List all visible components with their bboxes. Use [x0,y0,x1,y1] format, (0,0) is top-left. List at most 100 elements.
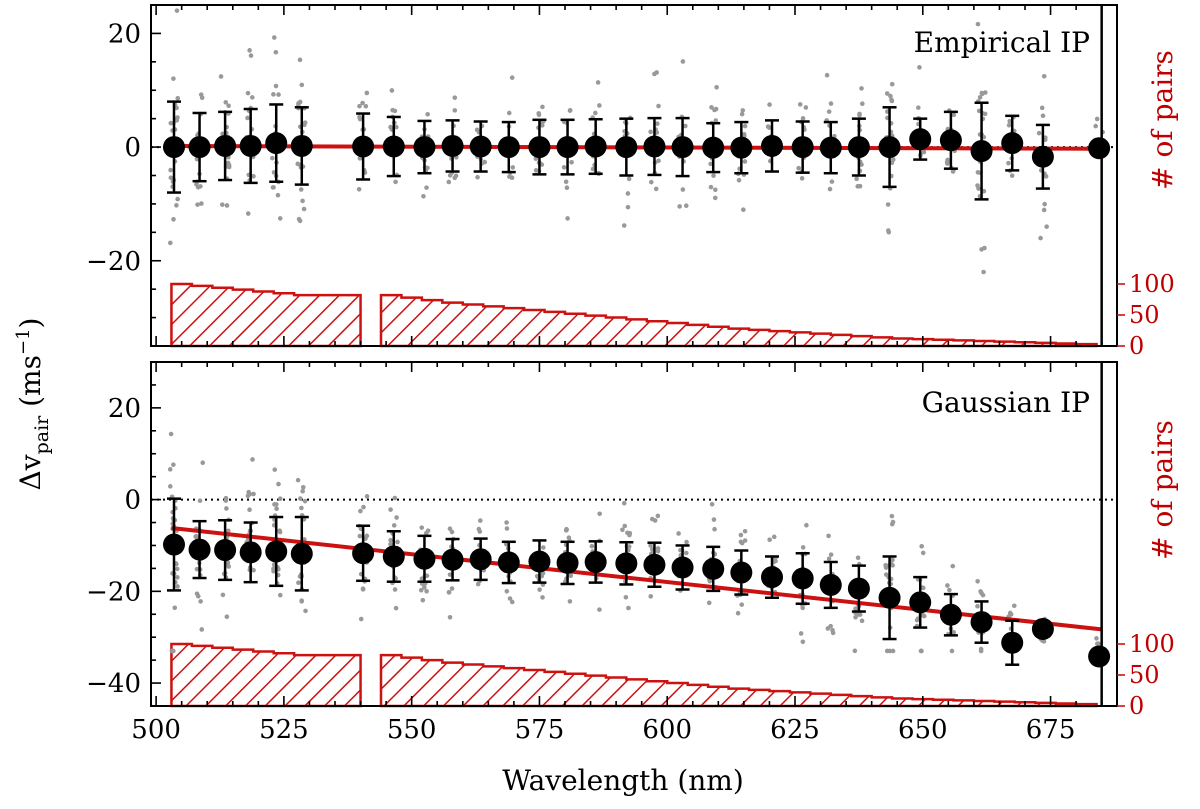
scatter-point [420,597,426,603]
scatter-point [358,616,364,622]
scatter-point [446,590,452,595]
scatter-point [452,175,458,181]
scatter-point [977,95,983,100]
scatter-point [536,111,542,116]
scatter-point [1044,224,1049,229]
plot-frame [150,361,1118,707]
binned-point [528,550,551,573]
scatter-point [826,556,832,562]
scatter-point [174,8,180,13]
scatter-point [978,589,983,594]
scatter-point [424,185,429,190]
scatter-point [620,527,625,533]
binned-point [441,548,464,571]
binned-point [643,553,666,576]
y-axis-title: Δvpair (ms−1) [13,318,53,491]
scatter-point [271,92,276,97]
scatter-point [566,535,572,540]
scatter-point [167,484,173,489]
scatter-point [274,506,279,512]
scatter-point [219,202,225,207]
binned-point [702,136,725,159]
x-tick-label: 550 [387,715,437,745]
scatter-point [1040,113,1046,119]
scatter-point [565,216,570,221]
scatter-point [947,587,952,593]
binned-point [497,136,520,159]
scatter-point [856,612,861,617]
scatter-point [449,529,455,535]
x-axis-title: Wavelength (nm) [502,764,744,797]
scatter-point [921,613,927,619]
scatter-point [739,602,745,607]
scatter-point [736,177,742,183]
binned-point [239,541,262,564]
panel-empirical: 20 0 −20 0 50 100 Empirical IP [86,4,1175,360]
scatter-point [360,586,366,591]
scatter-point [567,107,573,113]
scatter-point [300,198,305,204]
panel-gaussian: 500 525 550 575 600 625 650 675200−20−40050100 … [86,361,1175,745]
scatter-point [767,537,772,543]
scatter-point [167,467,173,472]
scatter-point [356,186,362,192]
scatter-point [854,176,859,182]
scatter-point [421,193,426,199]
histogram-segment [379,653,1098,708]
scatter-point [590,166,596,172]
scatter-point [945,161,950,166]
scatter-point [625,530,630,536]
binned-point [290,542,313,565]
scatter-point [295,161,301,167]
scatter-point [299,599,304,604]
scatter-point [626,605,631,611]
scatter-point [298,496,303,501]
scatter-point [656,103,661,109]
scatter-point [418,587,424,593]
scatter-point [888,93,893,99]
scatter-point [676,531,681,536]
scatter-point [859,618,865,624]
scatter-point [198,599,203,604]
scatter-point [975,578,980,584]
scatter-point [883,572,889,577]
scatter-point [295,477,301,483]
scatter-point [475,174,480,180]
scatter-point [1096,641,1101,646]
scatter-point [1043,174,1049,179]
scatter-point [567,599,573,604]
scatter-point [388,537,393,543]
scatter-point [978,646,984,652]
scatter-point [175,584,180,589]
scatter-point [827,186,833,192]
scatter-point [393,124,399,130]
scatter-point [1009,173,1015,178]
binned-point [643,135,666,158]
scatter-point [364,90,370,96]
binned-point [265,540,288,563]
binned-point [819,573,842,596]
scatter-point [796,165,801,171]
scatter-point [388,541,393,547]
binned-point [909,591,932,614]
scatter-point [223,100,229,105]
binned-point [939,129,962,152]
scatter-point [683,123,688,129]
scatter-point [976,186,981,191]
scatter-point [979,90,985,96]
scatter-point [273,49,279,55]
panel-title-gaussian: Gaussian IP [922,386,1090,419]
scatter-point [175,196,180,202]
scatter-point [648,543,653,548]
scatter-point [975,21,981,27]
x-tick-label: 650 [898,715,948,745]
y-tick-label: 20 [108,19,141,49]
y-tick-label: −40 [86,669,141,699]
scatter-point [195,184,201,190]
binned-point [1031,617,1054,640]
scatter-point [388,124,393,130]
scatter-point [364,533,370,539]
scatter-point [245,211,251,216]
scatter-point [452,108,458,113]
binned-point [791,136,814,159]
